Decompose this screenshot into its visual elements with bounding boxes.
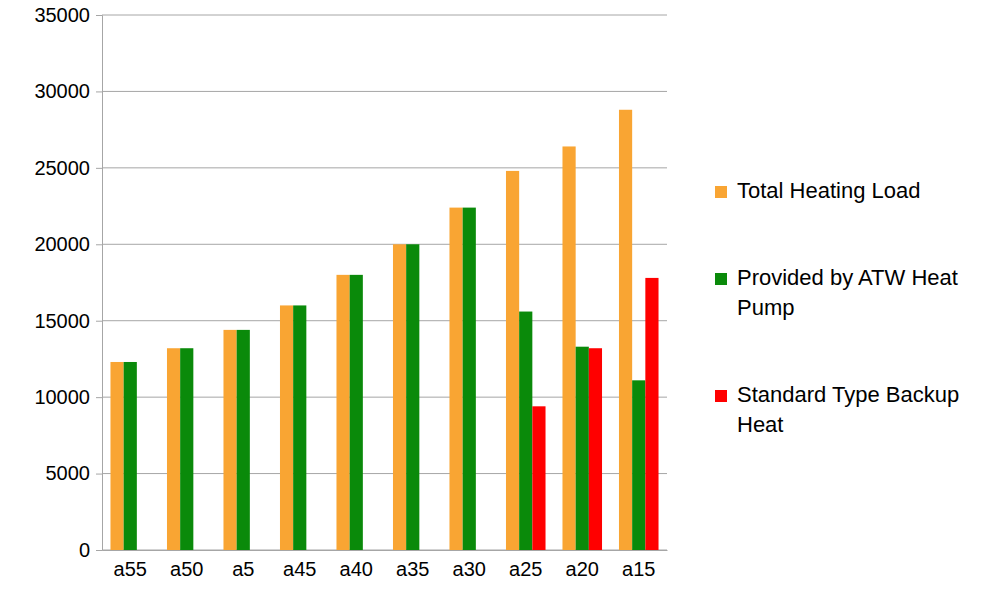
legend-swatch	[715, 390, 727, 402]
legend-label: Provided by ATW HeatPump	[737, 265, 958, 320]
bar	[223, 330, 236, 550]
grid-line	[102, 244, 667, 245]
bar	[589, 348, 602, 550]
y-tick: 15000	[34, 310, 102, 332]
bar	[632, 380, 645, 550]
x-axis: a55 a50 a5 a45 a40 a35 a30 a25 a20 a15	[103, 550, 668, 580]
grid-line	[102, 320, 667, 321]
x-tick: a55	[114, 550, 147, 580]
bar	[280, 305, 293, 550]
x-tick: a20	[566, 550, 599, 580]
y-tick-mark	[96, 550, 102, 551]
y-tick-mark	[96, 91, 102, 92]
y-tick-mark	[96, 244, 102, 245]
y-tick: 0	[79, 539, 102, 561]
x-tick: a40	[340, 550, 373, 580]
grid-line	[102, 167, 667, 168]
bar	[506, 171, 519, 550]
bar	[463, 208, 476, 550]
y-tick: 35000	[34, 4, 102, 26]
bar	[562, 146, 575, 550]
legend-swatch	[715, 273, 727, 285]
x-tick-label: a40	[340, 558, 373, 580]
legend-swatch	[715, 186, 727, 198]
bar	[576, 347, 589, 550]
x-axis-line	[103, 550, 668, 551]
x-tick-label: a30	[453, 558, 486, 580]
x-tick-label: a45	[283, 558, 316, 580]
y-tick-label: 10000	[34, 386, 90, 408]
bar	[532, 406, 545, 550]
x-tick: a15	[622, 550, 655, 580]
y-tick: 30000	[34, 80, 102, 102]
y-tick-mark	[96, 15, 102, 16]
bar	[110, 362, 123, 550]
x-tick-label: a15	[622, 558, 655, 580]
bar	[124, 362, 137, 550]
y-tick-label: 0	[79, 539, 90, 561]
x-tick: a5	[232, 550, 254, 580]
y-axis: 0 5000 10000 15000 20000 25000 30000 35000	[34, 4, 102, 561]
x-tick: a25	[509, 550, 542, 580]
legend-item: Total Heating Load	[715, 178, 920, 203]
y-tick-mark	[96, 474, 102, 475]
x-tick-label: a50	[170, 558, 203, 580]
y-tick: 5000	[46, 462, 103, 484]
legend-label: Total Heating Load	[737, 178, 920, 203]
y-tick: 10000	[34, 386, 102, 408]
legend: Total Heating Load Provided by ATW HeatPu…	[715, 178, 959, 437]
x-tick: a30	[453, 550, 486, 580]
bar	[645, 278, 658, 550]
x-tick-label: a20	[566, 558, 599, 580]
bar	[449, 208, 462, 550]
bar	[406, 244, 419, 550]
x-tick: a45	[283, 550, 316, 580]
legend-item: Provided by ATW HeatPump	[715, 265, 958, 320]
legend-label: Standard Type BackupHeat	[737, 382, 959, 437]
bar	[619, 110, 632, 550]
x-tick: a35	[396, 550, 429, 580]
chart: 05000100001500020000250003000035000a55a5…	[0, 0, 1005, 607]
y-tick-label: 25000	[34, 157, 90, 179]
x-tick-label: a35	[396, 558, 429, 580]
bar	[167, 348, 180, 550]
x-tick-label: a5	[232, 558, 254, 580]
y-tick-label: 5000	[46, 462, 91, 484]
y-tick-label: 30000	[34, 80, 90, 102]
y-tick: 20000	[34, 233, 102, 255]
bar	[393, 244, 406, 550]
legend-item: Standard Type BackupHeat	[715, 382, 959, 437]
y-tick-mark	[96, 397, 102, 398]
bar	[237, 330, 250, 550]
grid-line	[102, 91, 667, 92]
bar	[519, 312, 532, 550]
grid-line	[102, 15, 667, 16]
bar	[336, 275, 349, 550]
x-tick-label: a55	[114, 558, 147, 580]
y-axis-line	[96, 16, 103, 551]
x-tick-label: a25	[509, 558, 542, 580]
y-tick-label: 35000	[34, 4, 90, 26]
grid	[102, 15, 667, 550]
bars	[110, 110, 658, 550]
bar	[180, 348, 193, 550]
y-tick-label: 15000	[34, 310, 90, 332]
bar	[293, 305, 306, 550]
y-tick: 25000	[34, 157, 102, 179]
y-tick-mark	[96, 321, 102, 322]
x-tick: a50	[170, 550, 203, 580]
y-tick-label: 20000	[34, 233, 90, 255]
bar	[350, 275, 363, 550]
y-tick-mark	[96, 168, 102, 169]
